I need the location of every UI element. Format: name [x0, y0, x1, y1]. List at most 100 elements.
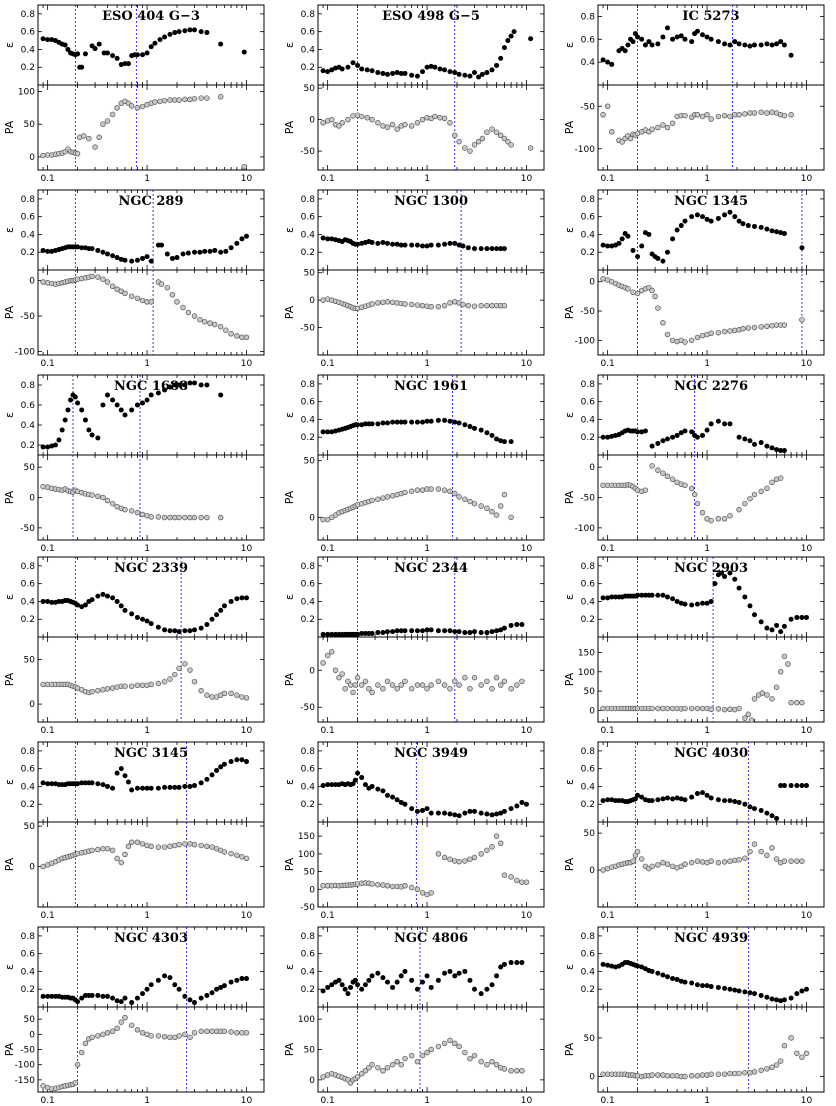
ellipticity-point — [162, 34, 168, 40]
ellipticity-point — [398, 973, 404, 979]
ellipticity-point — [394, 241, 400, 247]
eps-y-tick-label: 0.6 — [21, 950, 36, 960]
ellipticity-point — [329, 429, 335, 435]
ellipticity-point — [320, 68, 326, 74]
pa-point — [408, 685, 415, 692]
ellipticity-point — [708, 598, 714, 604]
ellipticity-point — [110, 595, 116, 601]
pa-point — [721, 706, 728, 713]
ellipticity-point — [122, 773, 128, 779]
pa-point — [198, 95, 204, 101]
pa-point — [109, 283, 116, 290]
ellipticity-point — [498, 627, 504, 633]
ellipticity-point — [649, 443, 655, 449]
pa-point — [243, 695, 250, 701]
pa-axis-label: PA — [563, 1042, 576, 1056]
pa-point — [773, 856, 780, 862]
ellipticity-point — [674, 598, 680, 604]
ellipticity-point — [110, 53, 116, 59]
pa-point — [148, 681, 154, 688]
pa-point — [161, 97, 168, 104]
pa-subplot-frame — [597, 454, 825, 541]
ellipticity-point — [355, 631, 361, 637]
pa-point — [764, 110, 770, 116]
pa-point — [209, 694, 215, 700]
ellipticity-point — [494, 973, 500, 979]
eps-axis-label: ε — [563, 42, 576, 48]
pa-axis-label: PA — [563, 490, 576, 504]
pa-point — [100, 687, 106, 693]
ellipticity-point — [442, 241, 448, 247]
ellipticity-point — [456, 71, 462, 77]
pa-point — [799, 317, 805, 323]
pa-point — [89, 1034, 95, 1041]
pa-point — [727, 1070, 733, 1077]
ellipticity-point — [752, 806, 758, 812]
pa-point — [462, 858, 468, 864]
ellipticity-point — [742, 594, 748, 600]
ellipticity-point — [345, 64, 351, 70]
ellipticity-point — [803, 614, 809, 620]
ellipticity-point — [40, 780, 46, 786]
ellipticity-point — [155, 977, 161, 983]
pa-point — [187, 841, 193, 847]
ellipticity-point — [394, 70, 400, 76]
ellipticity-point — [192, 249, 198, 255]
x-tick-label: 10 — [241, 911, 253, 921]
ellipticity-point — [223, 248, 229, 254]
galaxy-title: NGC 3949 — [394, 746, 468, 761]
ellipticity-point — [639, 964, 645, 970]
eps-y-tick-label: 0.2 — [21, 441, 35, 451]
galaxy-panel: 0.1 1 10 0.2 0.4 0.6 0.8 0 50 ε PA NGC 3145 — [3, 741, 265, 921]
eps-y-tick-label: 0.6 — [581, 35, 596, 45]
ellipticity-point — [452, 70, 458, 76]
ellipticity-point — [456, 420, 462, 426]
pa-point — [109, 500, 116, 507]
ellipticity-point — [674, 34, 680, 40]
x-tick-label: 10 — [521, 544, 533, 554]
ellipticity-point — [241, 49, 247, 55]
ellipticity-point — [384, 979, 390, 985]
pa-point — [745, 711, 752, 718]
pa-point — [389, 682, 396, 688]
pa-point — [742, 855, 748, 861]
ellipticity-point — [398, 242, 404, 248]
eps-y-tick-label: 0.4 — [21, 230, 36, 240]
pa-point — [682, 339, 688, 345]
ellipticity-point — [609, 61, 615, 67]
eps-axis-label: ε — [563, 412, 576, 418]
pa-point — [519, 678, 525, 685]
pa-point — [478, 503, 484, 509]
ellipticity-point — [472, 246, 478, 252]
pa-point — [114, 855, 120, 862]
pa-point — [329, 649, 335, 655]
pa-point — [462, 496, 468, 502]
pa-point — [664, 705, 671, 712]
pa-point — [104, 497, 111, 504]
ellipticity-point — [364, 67, 370, 73]
eps-y-tick-label: 0.2 — [21, 63, 35, 73]
ellipticity-point — [476, 74, 482, 80]
ellipticity-point — [214, 986, 220, 992]
x-tick-label: 0.1 — [320, 1096, 334, 1106]
ellipticity-point — [129, 611, 135, 617]
pa-point — [191, 95, 198, 102]
ellipticity-point — [172, 982, 178, 988]
ellipticity-point — [82, 417, 88, 423]
pa-point — [122, 683, 128, 689]
galaxy-title: ESO 404 G−3 — [102, 9, 200, 24]
pa-point — [402, 678, 408, 685]
pa-point — [682, 1073, 688, 1080]
eps-axis-label: ε — [283, 779, 296, 785]
ellipticity-point — [409, 806, 415, 812]
ellipticity-point — [769, 996, 775, 1002]
pa-point — [467, 856, 473, 862]
ellipticity-point — [49, 599, 55, 605]
ellipticity-point — [670, 596, 676, 602]
ellipticity-point — [452, 419, 458, 425]
eps-axis-label: ε — [563, 594, 576, 600]
ellipticity-point — [362, 421, 368, 427]
ellipticity-point — [514, 960, 520, 966]
pa-point — [358, 682, 365, 688]
pa-point — [408, 301, 415, 308]
